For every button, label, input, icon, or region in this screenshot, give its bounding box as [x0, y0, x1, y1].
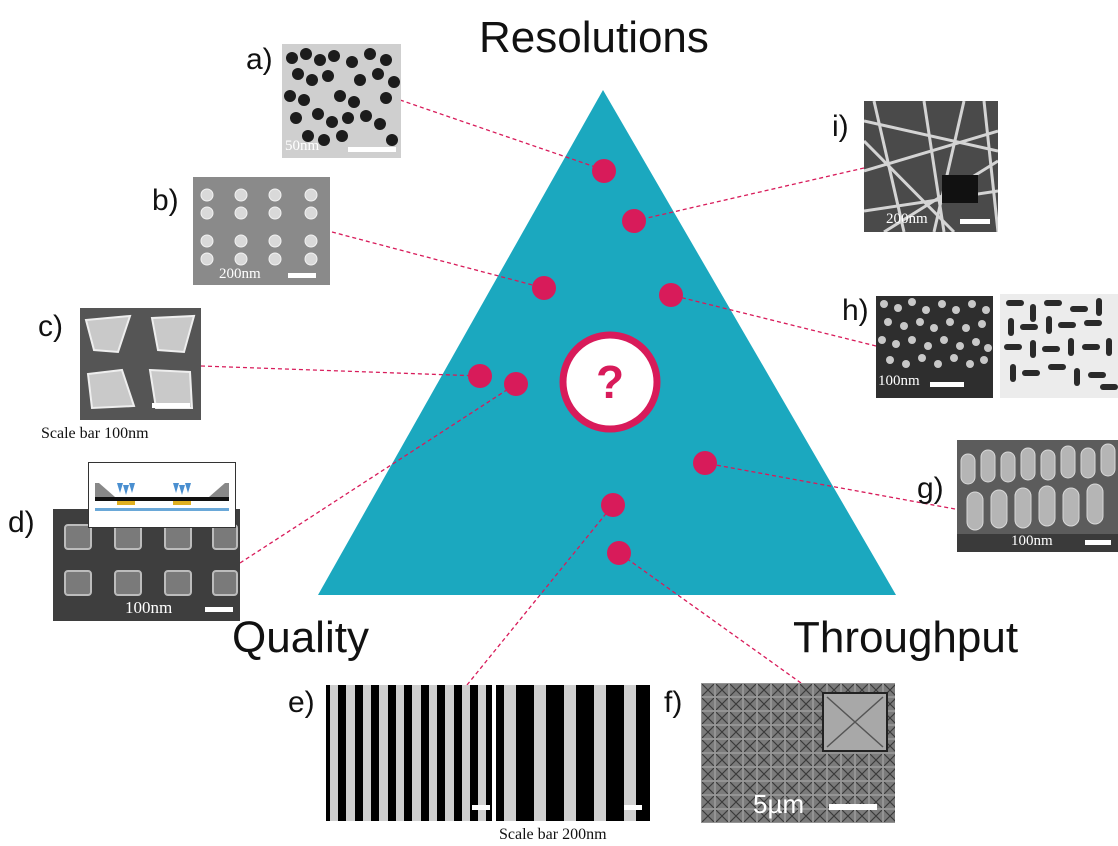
dot-f	[607, 541, 631, 565]
panel-e-label: e)	[288, 686, 315, 719]
connector-f	[618, 552, 802, 684]
dot-h	[659, 283, 683, 307]
dot-b	[532, 276, 556, 300]
panel-b-scale-label: 200nm	[219, 266, 261, 282]
panel-d-scale-label: 100nm	[125, 598, 173, 617]
dot-d	[504, 372, 528, 396]
panel-f-scale-bar	[829, 804, 877, 810]
panel-c-label: c)	[38, 310, 63, 343]
pillar-array-micrograph	[193, 177, 330, 285]
panel-e-scale-bar-left	[472, 805, 490, 810]
dot-i	[622, 209, 646, 233]
connector-i	[633, 167, 865, 222]
panel-i-image: 200nm	[864, 101, 998, 232]
nanorods-micrograph	[1000, 294, 1118, 398]
panel-h-image-right	[1000, 294, 1118, 398]
panel-a-scale-bar	[348, 147, 396, 152]
connector-e	[466, 504, 614, 686]
panel-i-label: i)	[832, 110, 849, 143]
panel-c-scale-bar	[152, 403, 190, 408]
connector-h	[670, 294, 877, 347]
connector-c	[200, 365, 481, 377]
panel-h-scale-bar	[930, 382, 964, 387]
connectors	[200, 99, 956, 686]
question-badge: ?	[559, 331, 661, 433]
corner-title-throughput: Throughput	[793, 613, 1019, 662]
panel-b-image: 200nm	[193, 177, 330, 285]
dot-e	[601, 493, 625, 517]
panel-f-inset	[822, 692, 888, 752]
panel-g-scale-label: 100nm	[1011, 533, 1053, 549]
panel-i-scale-bar	[960, 219, 990, 224]
panel-a-label: a)	[246, 43, 273, 76]
connector-b	[331, 231, 545, 289]
panel-g-image: 100nm	[957, 440, 1118, 552]
panel-f-image: 5µm	[701, 683, 895, 823]
nanoparticles-micrograph	[282, 44, 401, 158]
nanowires-micrograph	[864, 101, 998, 232]
corner-title-quality: Quality	[232, 613, 369, 662]
panel-d-scale-bar	[205, 607, 233, 612]
panel-c-image	[80, 308, 201, 420]
line-grating-micrograph	[326, 685, 650, 821]
panel-h-label: h)	[842, 294, 869, 327]
panel-h-image-left: 100nm	[876, 296, 993, 398]
question-mark: ?	[596, 356, 624, 408]
panel-g-scale-bar	[1085, 540, 1111, 545]
panel-d-inset-schematic	[88, 462, 236, 528]
dot-g	[693, 451, 717, 475]
tilted-pillars-micrograph	[957, 440, 1118, 552]
panel-a-image: 50nm	[282, 44, 401, 158]
panel-b-scale-bar	[288, 273, 316, 278]
panel-e-image	[326, 685, 650, 821]
panel-e-scale-bar-right	[624, 805, 642, 810]
corner-title-resolutions: Resolutions	[479, 13, 709, 62]
dot-a	[592, 159, 616, 183]
panel-h-scale-label: 100nm	[878, 373, 920, 389]
panel-b-label: b)	[152, 184, 179, 217]
panel-c-caption: Scale bar 100nm	[41, 425, 149, 442]
panel-i-scale-label: 200nm	[886, 211, 928, 227]
dots	[468, 159, 717, 565]
panel-g-label: g)	[917, 472, 944, 505]
dot-c	[468, 364, 492, 388]
panel-f-scale-label: 5µm	[753, 789, 805, 819]
panel-f-label: f)	[664, 686, 683, 719]
connector-g	[704, 462, 956, 510]
panel-d-label: d)	[8, 506, 35, 539]
pyramid-array-micrograph	[701, 683, 895, 823]
triangle-particles-micrograph	[80, 308, 201, 420]
nanoparticle-film-micrograph	[876, 296, 993, 398]
connector-a	[399, 99, 605, 171]
connector-d	[239, 383, 517, 564]
panel-e-caption: Scale bar 200nm	[499, 826, 607, 843]
panel-a-scale-label: 50nm	[285, 138, 320, 154]
